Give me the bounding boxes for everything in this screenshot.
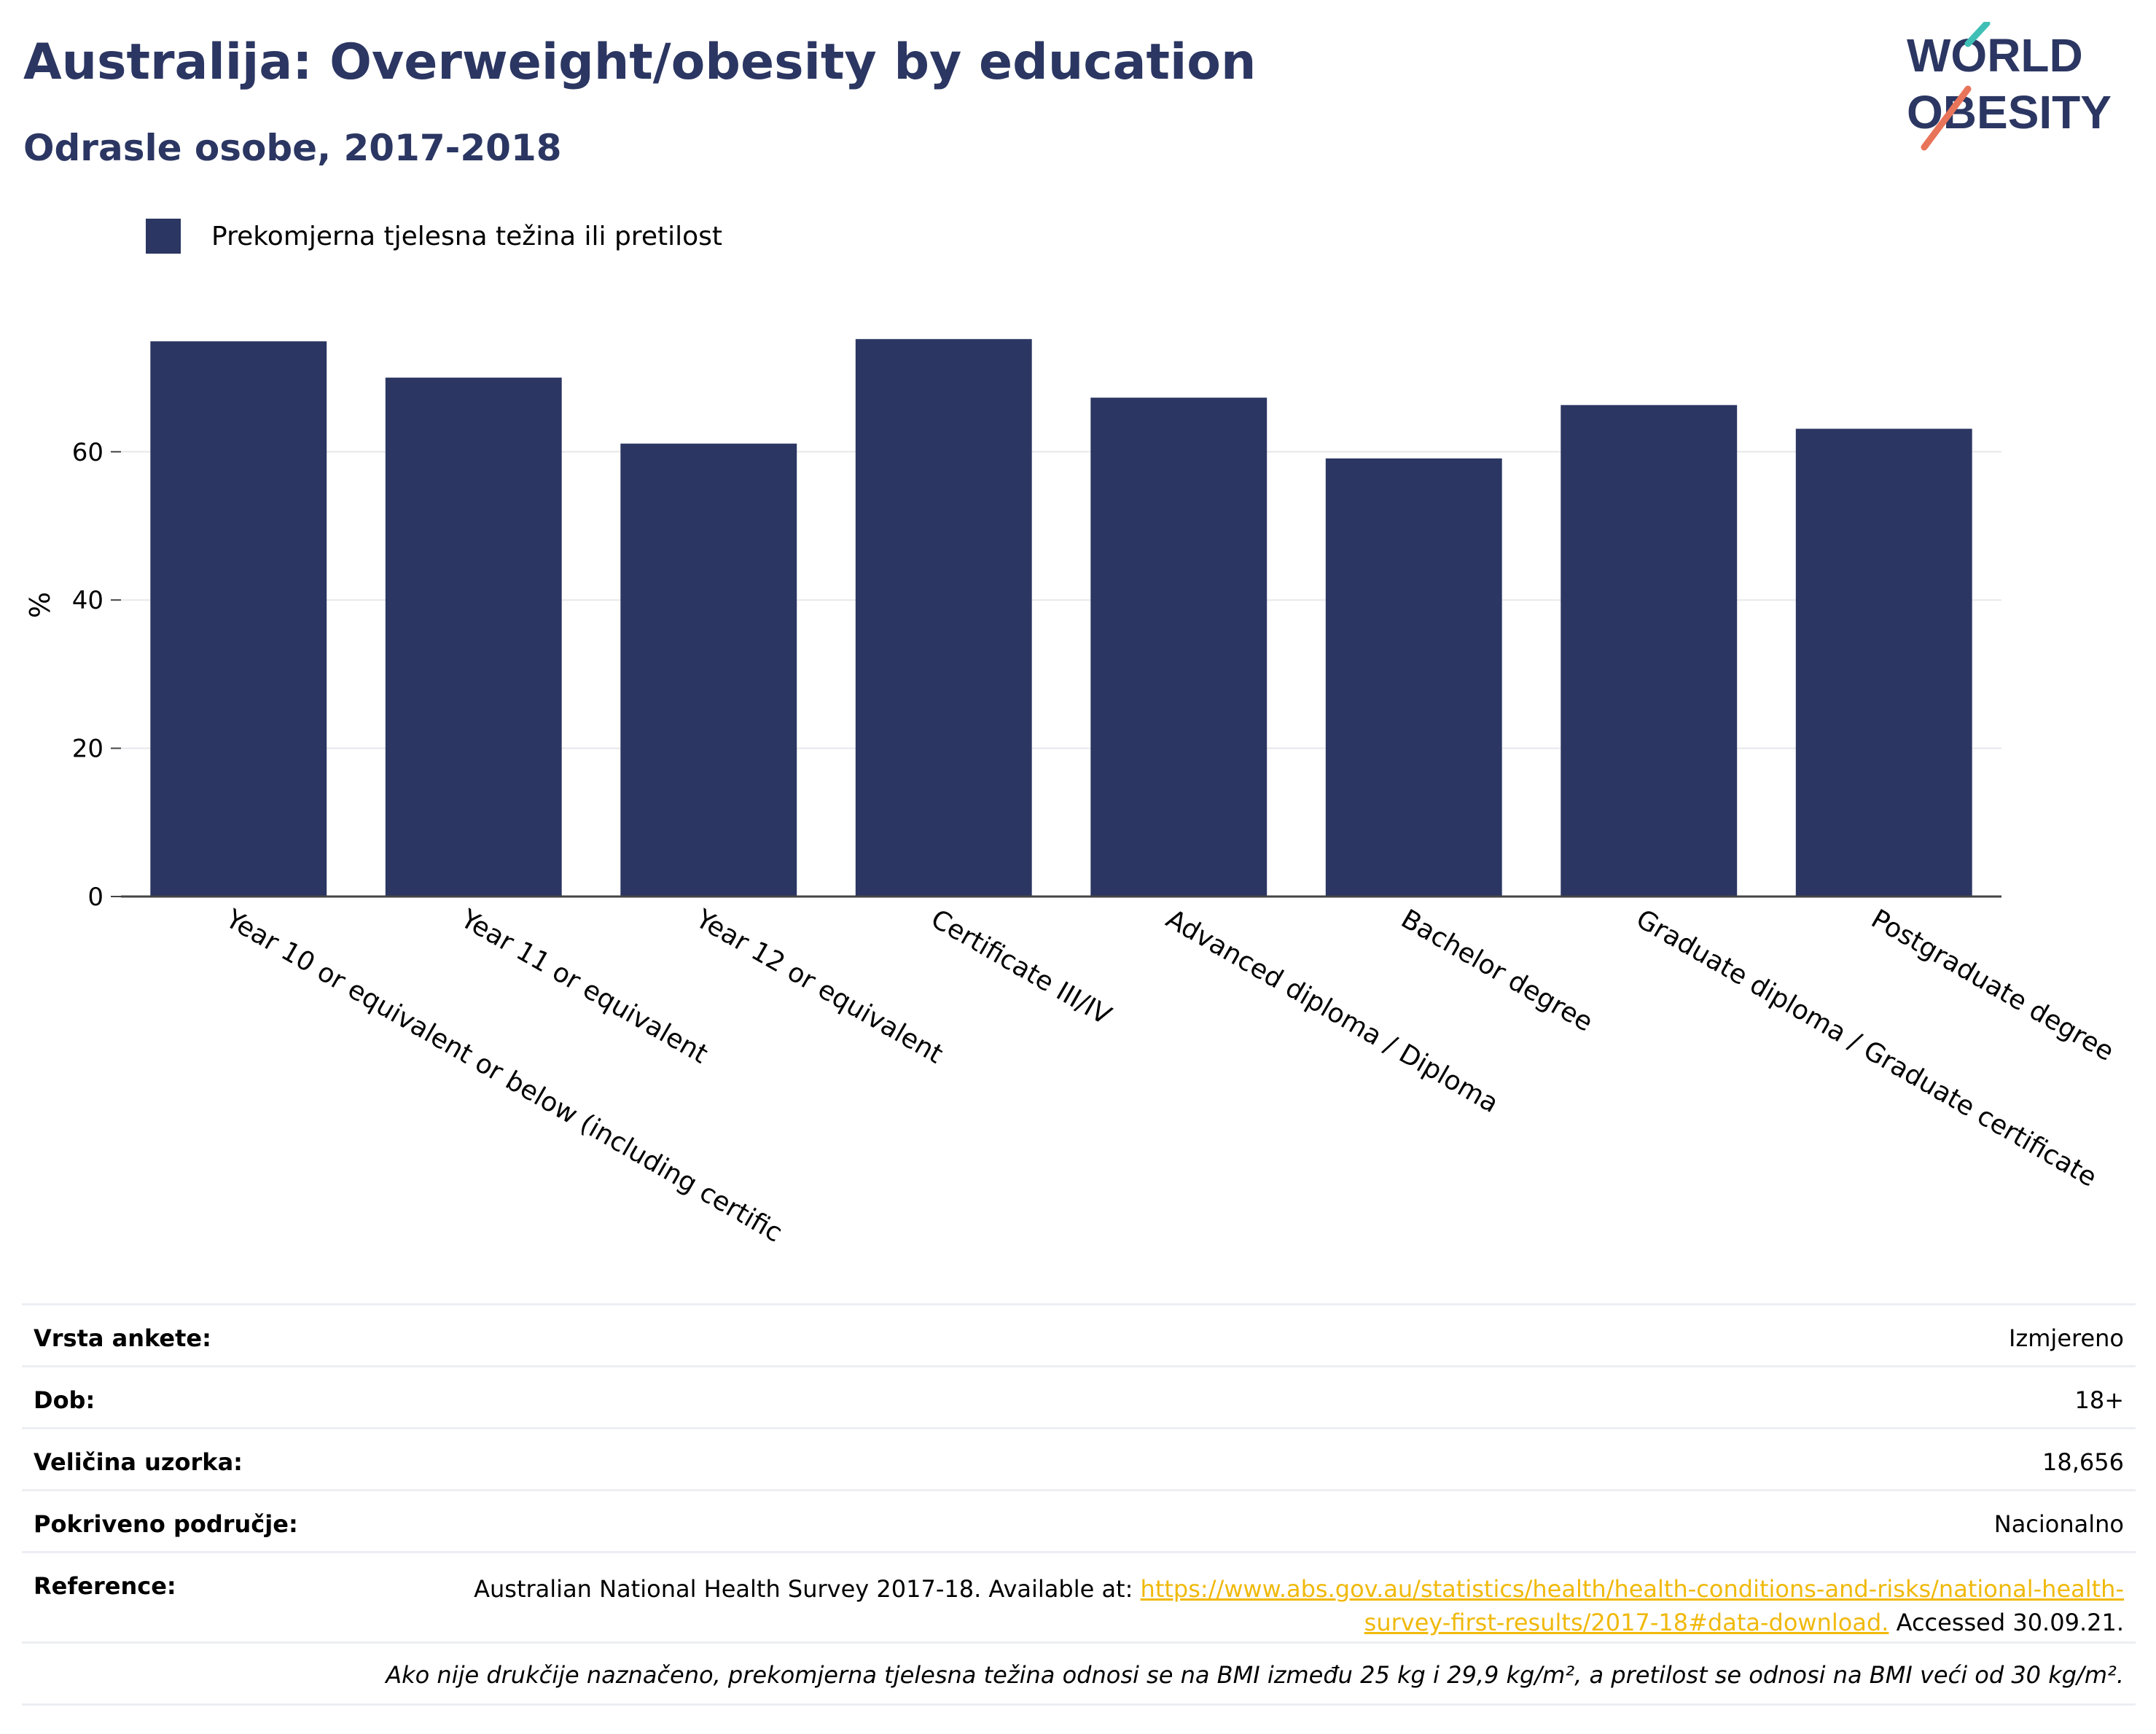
bar-4[interactable] [855,339,1032,897]
x-tick-label: Graduate diploma / Graduate certificate [1631,904,2102,1192]
reference-text: Australian National Health Survey 2017-1… [474,1575,1133,1603]
info-value: 18,656 [2042,1448,2124,1476]
bar-6[interactable] [1325,458,1502,897]
info-row-reference: Reference: Australian National Health Su… [22,1551,2136,1641]
logo-line1: WORLD [1907,29,2083,82]
x-tick-label: Postgraduate degree [1866,904,2119,1067]
bar-8[interactable] [1795,429,1972,897]
bar-chart: 0 20 40 60 Year 10 or equivalent or below (… [24,339,2119,1249]
x-tick-label: Year 12 or equivalent [690,904,948,1070]
legend-label: Prekomjerna tjelesna težina ili pretilos… [211,221,722,251]
x-tick-label: Bachelor degree [1396,904,1598,1037]
bars [150,339,1972,897]
y-tick-label: 20 [72,735,103,764]
logo-slash-coral [1921,85,1972,151]
legend[interactable]: Prekomjerna tjelesna težina ili pretilos… [146,217,722,255]
bar-1[interactable] [150,341,327,897]
bar-2[interactable] [385,378,562,897]
y-tick-label: 40 [72,586,103,615]
x-tick-label: Year 11 or equivalent [455,904,712,1070]
info-key: Reference: [34,1572,176,1600]
bar-5[interactable] [1090,397,1268,897]
y-tick-labels: 0 20 40 60 [72,438,121,912]
info-row-survey-type: Vrsta ankete: Izmjereno [22,1303,2136,1365]
info-key: Pokriveno područje: [34,1510,298,1538]
info-value: Izmjereno [2009,1324,2124,1352]
info-table: Vrsta ankete: Izmjereno Dob: 18+ Veličin… [22,1303,2136,1706]
bar-7[interactable] [1561,405,1738,897]
world-obesity-logo: WORLD OBESITY [1907,22,2112,151]
info-value: Nacionalno [1993,1510,2124,1538]
y-tick-label: 0 [87,883,103,912]
reference-value: Australian National Health Survey 2017-1… [462,1572,2124,1639]
info-key: Vrsta ankete: [34,1324,211,1352]
chart-title: Australija: Overweight/obesity by educat… [23,34,1257,91]
info-key: Dob: [34,1386,95,1414]
reference-suffix: Accessed 30.09.21. [1896,1609,2124,1636]
reference-link[interactable]: https://www.abs.gov.au/statistics/health… [1140,1575,2124,1636]
y-axis-label: % [24,592,56,618]
info-row-age: Dob: 18+ [22,1365,2136,1427]
legend-swatch [146,219,181,254]
info-key: Veličina uzorka: [34,1448,243,1476]
chart-subtitle: Odrasle osobe, 2017-2018 [23,127,562,169]
y-tick-label: 60 [72,438,103,467]
bmi-footnote: Ako nije drukčije naznačeno, prekomjerna… [22,1641,2136,1706]
info-row-coverage: Pokriveno područje: Nacionalno [22,1489,2136,1551]
info-row-sample-size: Veličina uzorka: 18,656 [22,1427,2136,1489]
x-tick-label: Certificate III/IV [926,904,1116,1031]
bar-3[interactable] [620,443,797,897]
info-value: 18+ [2074,1386,2124,1414]
logo-slash-teal [1964,22,1991,47]
x-tick-labels: Year 10 or equivalent or below (includin… [220,904,2119,1249]
